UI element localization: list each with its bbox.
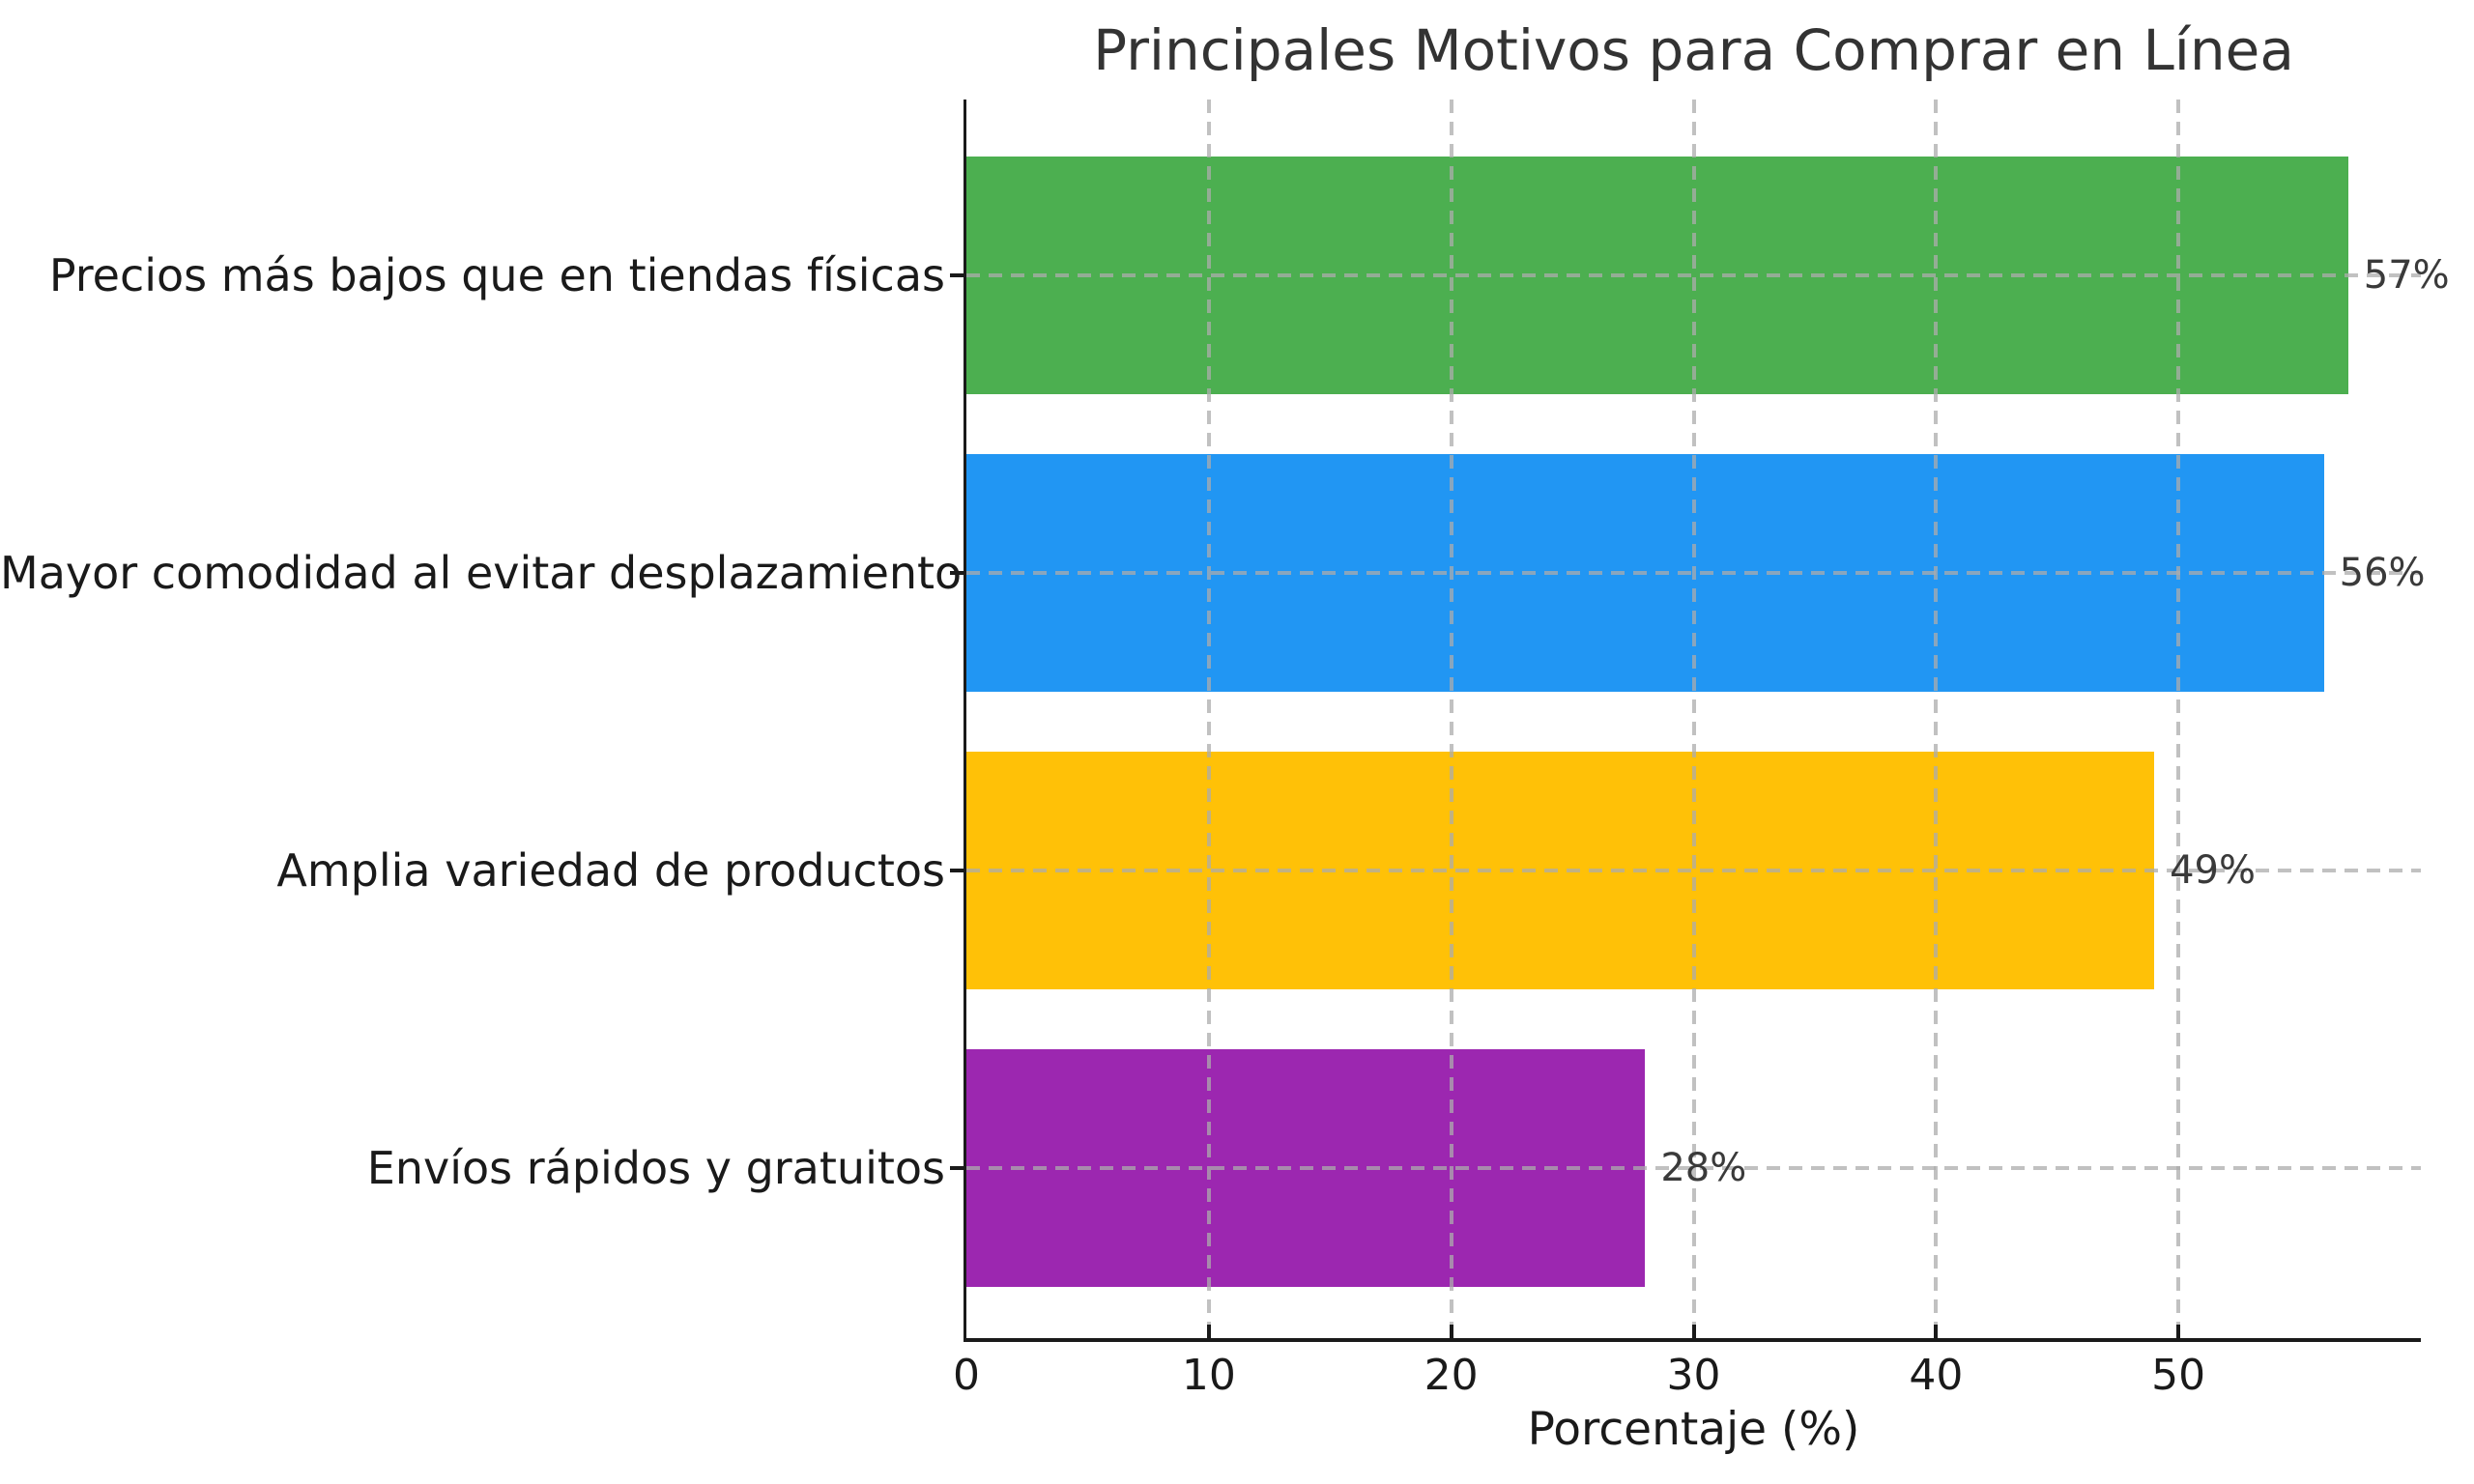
category-label: Precios más bajos que en tiendas físicas [48,249,945,301]
category-label: Mayor comodidad al evitar desplazamiento… [0,547,986,599]
y-tick-mark [950,571,964,575]
horizontal-gridline [966,1166,2421,1170]
x-axis-spine [964,1338,2421,1342]
value-label: 56% [2339,551,2426,595]
x-tick-label: 50 [2151,1351,2206,1400]
plot-area [950,100,2421,1342]
horizontal-gridline [966,273,2421,277]
x-tick-mark [2176,1325,2181,1338]
horizontal-gridline [966,869,2421,872]
x-tick-label: 40 [1909,1351,1964,1400]
vertical-gridline [1449,100,1453,1338]
horizontal-gridline [966,571,2421,575]
x-tick-label: 30 [1666,1351,1721,1400]
vertical-gridline [2176,100,2181,1338]
y-tick-mark [950,1166,964,1170]
vertical-gridline [1691,100,1696,1338]
x-tick-mark [1691,1325,1696,1338]
vertical-gridline [1206,100,1211,1338]
x-tick-mark [1934,1325,1939,1338]
y-tick-mark [950,869,964,872]
x-tick-label: 20 [1424,1351,1479,1400]
category-label: Amplia variedad de productos [276,844,945,897]
y-axis-spine [964,100,966,1341]
value-label: 57% [2363,253,2450,298]
value-label: 49% [2170,848,2256,893]
category-label: Envíos rápidos y gratuitos [366,1142,945,1194]
y-tick-mark [950,273,964,277]
x-tick-mark [1449,1325,1453,1338]
x-tick-mark [1206,1325,1211,1338]
x-tick-label: 10 [1181,1351,1236,1400]
x-axis-label: Porcentaje (%) [1527,1403,1860,1456]
chart-title: Principales Motivos para Comprar en Líne… [1093,17,2294,83]
value-label: 28% [1660,1146,1747,1190]
vertical-gridline [1934,100,1939,1338]
x-tick-label: 0 [953,1351,980,1400]
